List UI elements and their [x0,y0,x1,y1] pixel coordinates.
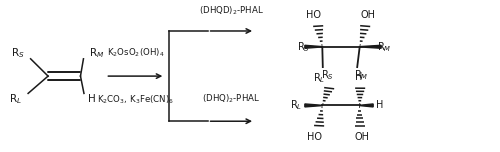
Text: (DHQ)$_2$-PHAL: (DHQ)$_2$-PHAL [202,93,260,105]
Text: HO: HO [308,132,322,142]
Text: OH: OH [360,10,376,20]
Polygon shape [305,104,322,107]
Text: (DHQD)$_2$-PHAL: (DHQD)$_2$-PHAL [199,4,264,17]
Text: R$_S$: R$_S$ [297,40,310,54]
Polygon shape [305,45,322,48]
Text: R$_L$: R$_L$ [312,72,325,85]
Text: R$_L$: R$_L$ [9,93,22,106]
Text: R$_L$: R$_L$ [290,98,302,112]
Text: H: H [355,72,362,82]
Text: K$_2$CO$_3$, K$_3$Fe(CN)$_6$: K$_2$CO$_3$, K$_3$Fe(CN)$_6$ [97,93,174,106]
Text: K$_2$OsO$_2$(OH)$_4$: K$_2$OsO$_2$(OH)$_4$ [106,46,164,59]
Text: OH: OH [354,132,370,142]
Text: R$_M$: R$_M$ [377,40,392,54]
Text: H: H [376,100,383,111]
Text: R$_S$: R$_S$ [321,68,334,82]
Text: H: H [88,94,96,104]
Text: R$_S$: R$_S$ [11,46,24,60]
Polygon shape [360,45,381,48]
Polygon shape [360,104,373,107]
Text: R$_M$: R$_M$ [90,46,105,60]
Text: R$_M$: R$_M$ [354,68,368,82]
Text: HO: HO [306,10,322,20]
